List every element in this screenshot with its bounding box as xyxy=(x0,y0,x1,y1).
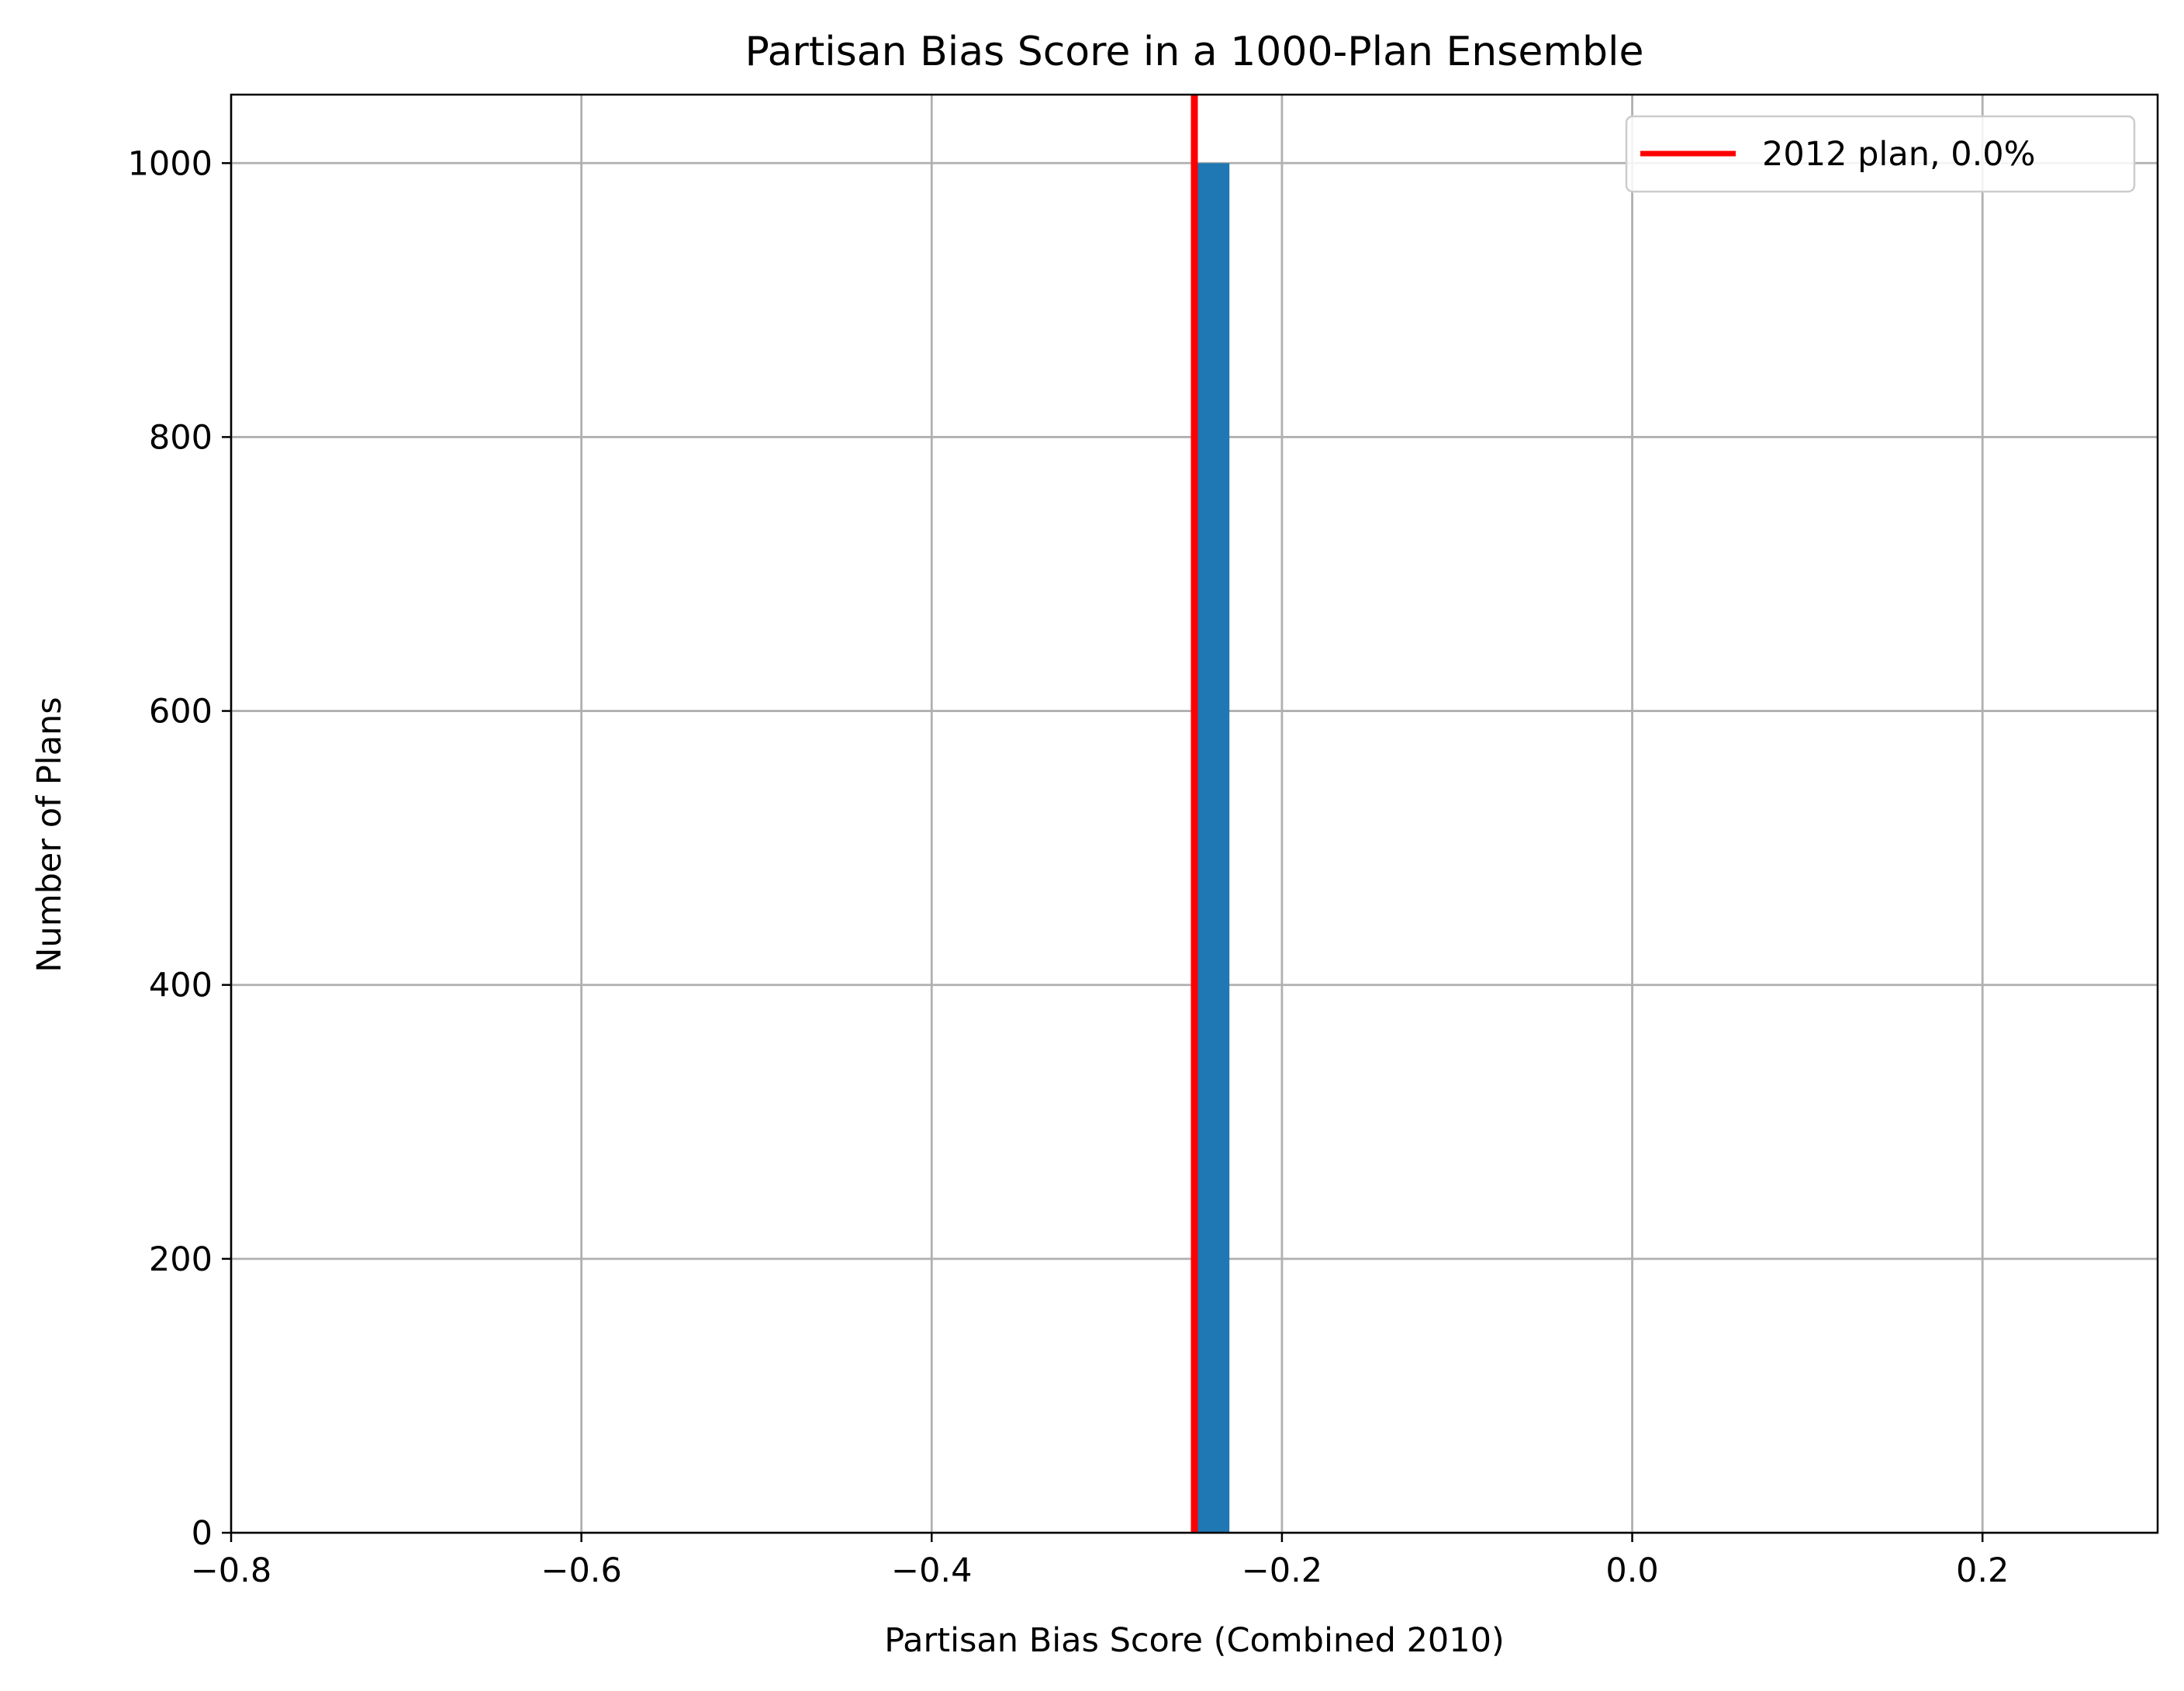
histogram-bar xyxy=(1194,163,1230,1533)
y-axis-title: Number of Plans xyxy=(30,697,69,972)
x-tick-label: 0.0 xyxy=(1605,1551,1658,1590)
y-tick-label: 200 xyxy=(149,1240,213,1279)
x-tick-label: −0.8 xyxy=(191,1551,271,1590)
legend: 2012 plan, 0.0% xyxy=(1625,115,2136,193)
x-axis-title: Partisan Bias Score (Combined 2010) xyxy=(884,1621,1505,1660)
histogram-bars xyxy=(1194,163,1230,1533)
y-tick-label: 1000 xyxy=(128,144,213,183)
x-tick-label: −0.2 xyxy=(1242,1551,1322,1590)
x-tick-label: −0.4 xyxy=(891,1551,972,1590)
x-tick-label: 0.2 xyxy=(1956,1551,2009,1590)
chart-title: Partisan Bias Score in a 1000-Plan Ensem… xyxy=(745,29,1644,75)
legend-box xyxy=(1625,115,2136,193)
y-tick-label: 400 xyxy=(149,967,213,1005)
plot-frame xyxy=(230,93,2159,1534)
y-tick-label: 600 xyxy=(149,693,213,731)
x-tick-label: −0.6 xyxy=(541,1551,621,1590)
legend-label: 2012 plan, 0.0% xyxy=(1762,135,2036,174)
y-tick-label: 800 xyxy=(149,418,213,457)
y-tick-label: 0 xyxy=(192,1514,213,1553)
axis-ticks: −0.8 −0.6 −0.4 −0.2 0.0 0.2 0 200 400 600 800 1000 xyxy=(128,144,2009,1590)
